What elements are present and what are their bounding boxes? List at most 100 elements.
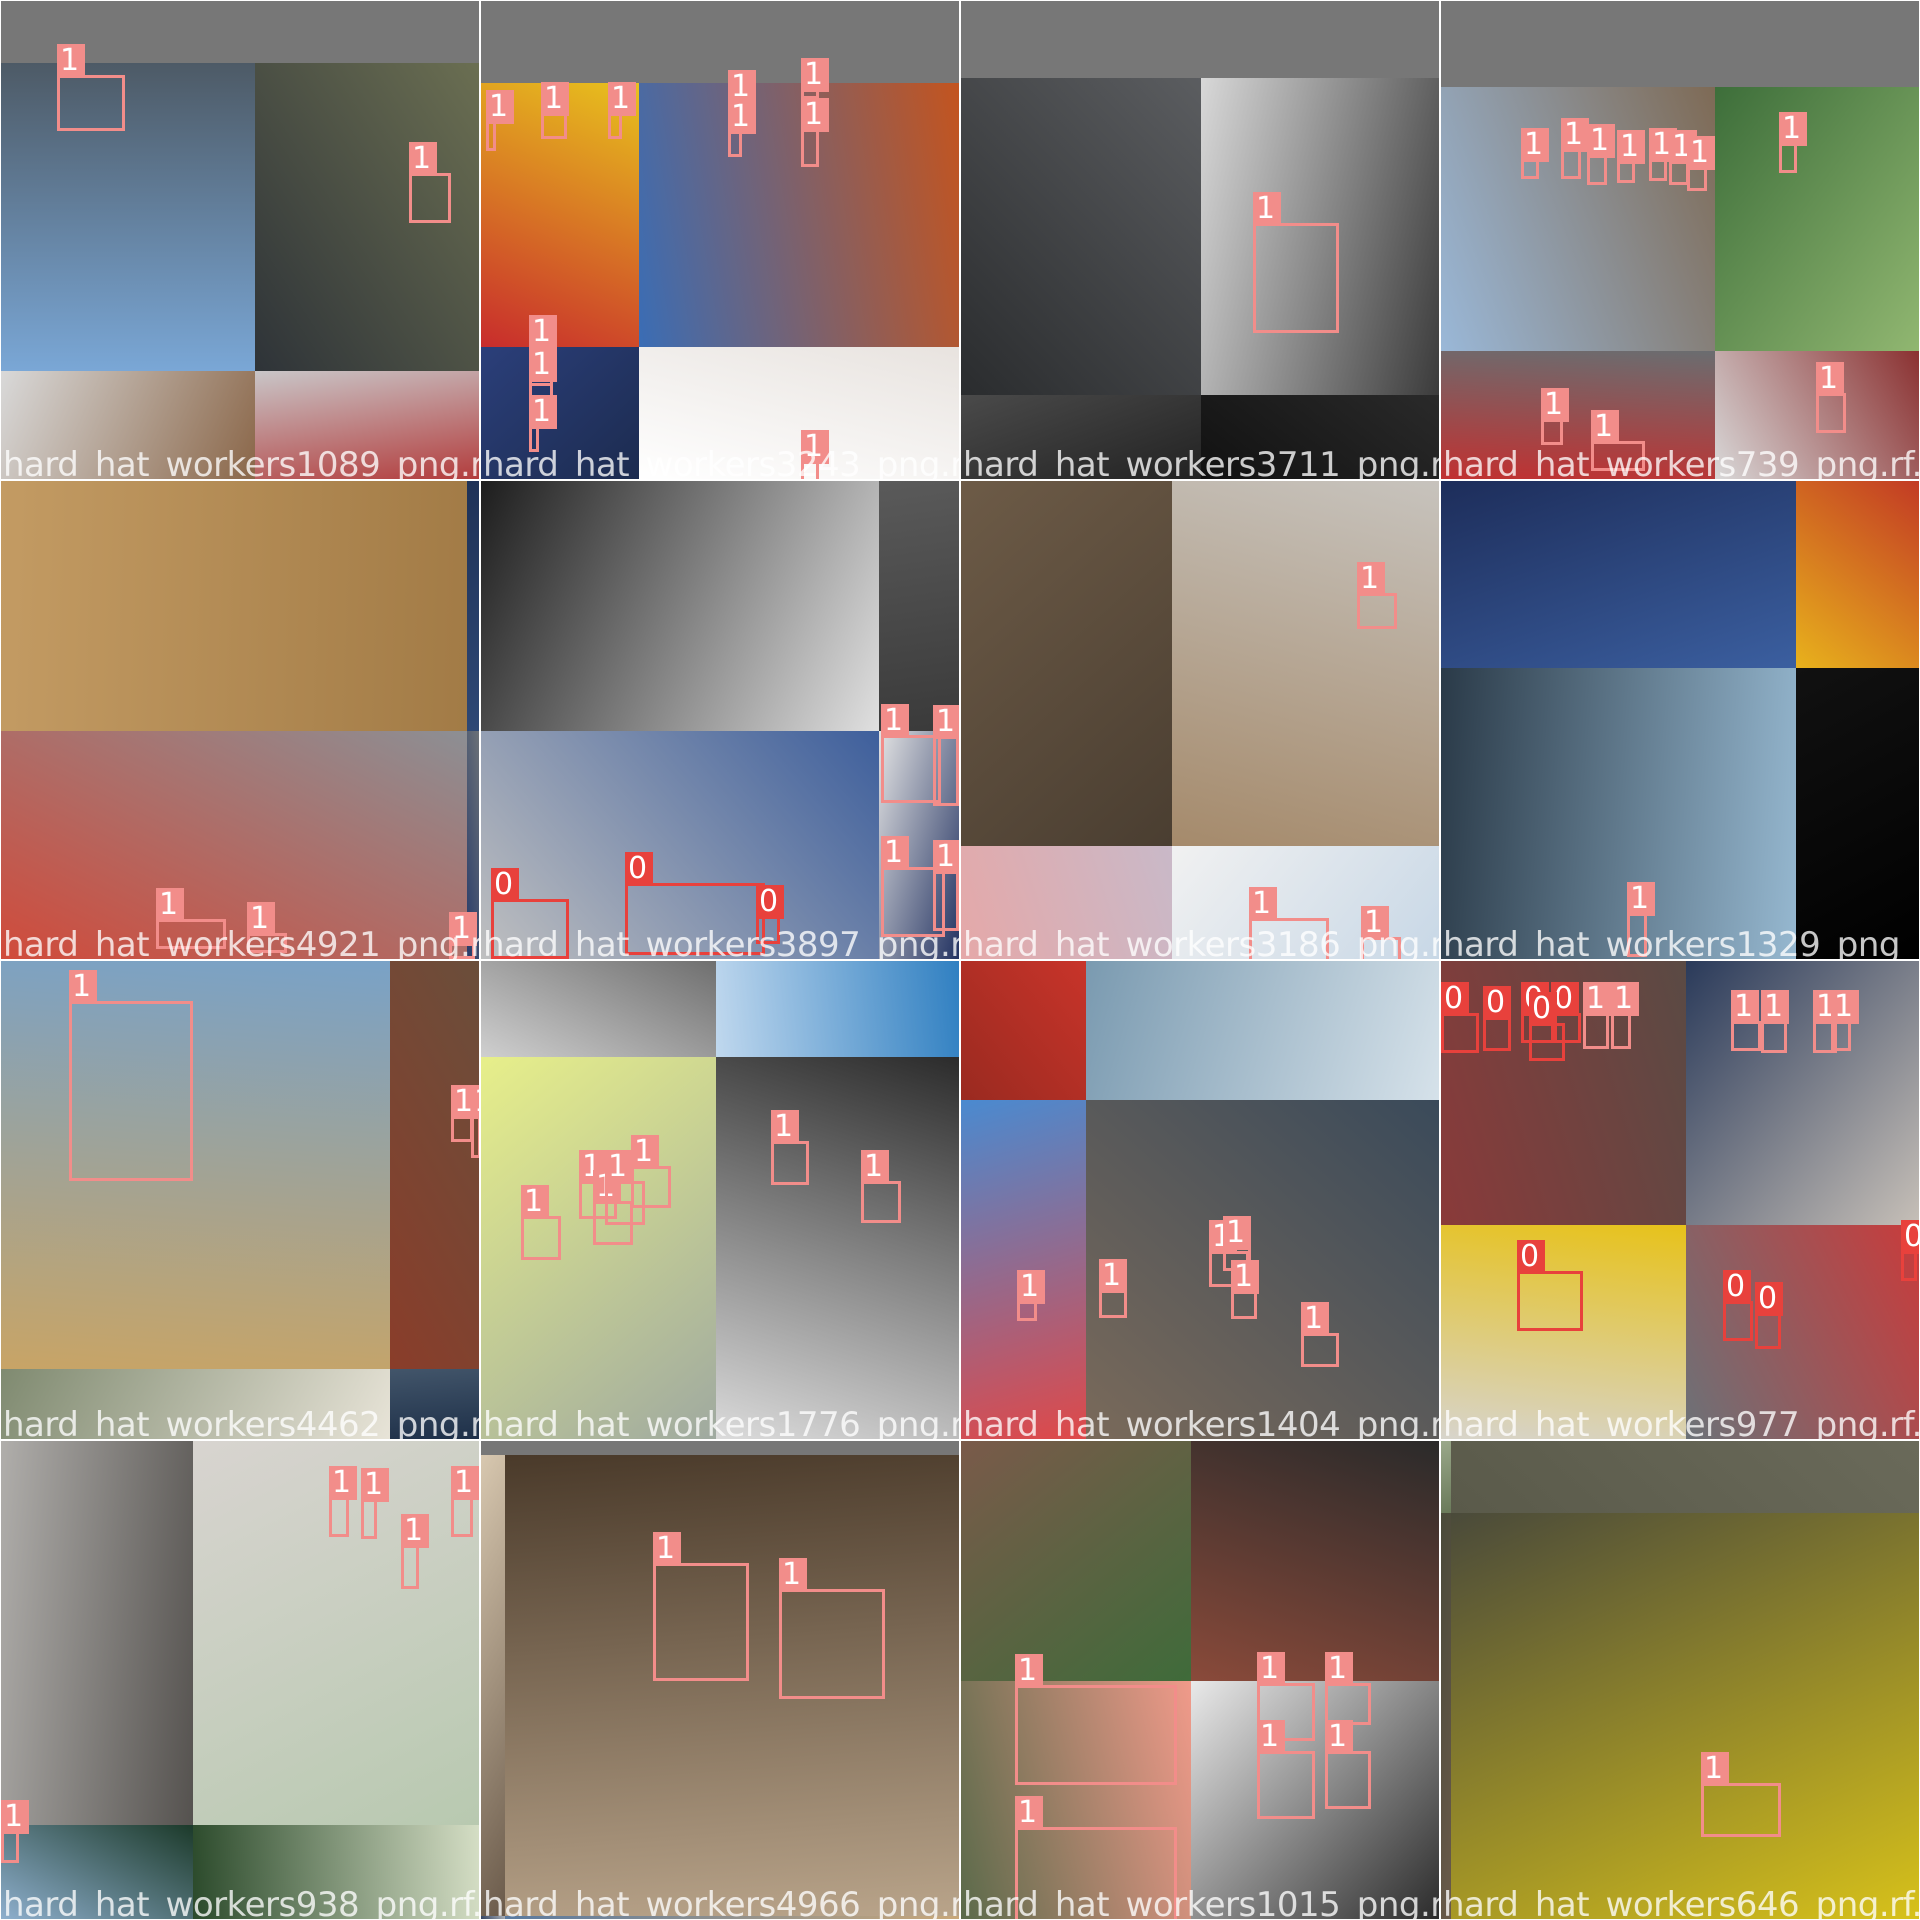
mosaic-photo: [1686, 961, 1919, 1225]
bbox-class-1: 1: [1015, 1796, 1177, 1919]
bbox-label: 1: [933, 705, 959, 739]
bbox-label: 1: [1361, 906, 1389, 940]
bbox-label: 1: [1253, 192, 1281, 226]
mosaic-photo: [481, 1057, 716, 1439]
bbox-class-1: 1: [1541, 388, 1569, 445]
bbox-class-1: 1: [451, 1085, 479, 1142]
bbox-class-1: 1: [631, 1135, 671, 1208]
mosaic-photo: [1441, 1441, 1451, 1513]
bbox-label: 1: [1779, 112, 1807, 146]
bbox-label: 1: [1099, 1259, 1127, 1293]
bbox-label: 1: [881, 704, 909, 738]
bbox-label: 1: [1521, 128, 1549, 162]
bbox-class-1: 1: [933, 840, 959, 931]
bbox-class-1: 1: [361, 1468, 389, 1539]
bbox-class-1: 1: [771, 1110, 809, 1185]
mosaic-photo: [481, 347, 639, 479]
bbox-class-0: 0: [756, 885, 784, 944]
image-filename-caption: hard_hat_workers4462_png.rf.40: [3, 1405, 480, 1440]
mosaic-photo: [1172, 846, 1439, 959]
bbox-label: 1: [401, 1514, 429, 1548]
mosaic-photo: [505, 1916, 959, 1919]
image-filename-caption: hard_hat_workers1404_png.rf.5a: [963, 1405, 1440, 1440]
bbox-label: 1: [861, 1150, 889, 1184]
bbox-label: 1: [361, 1468, 389, 1502]
bbox-label: 1: [1249, 887, 1277, 921]
mosaic-tile: 1 1 1 1 1 hard_hat_workers938_png.rf.4: [0, 1440, 480, 1920]
bbox-class-1: 1: [451, 1466, 479, 1537]
bbox-class-1: 1: [1325, 1720, 1371, 1809]
bbox-class-1: 1: [1561, 118, 1589, 179]
bbox-class-1: 1: [541, 82, 569, 139]
bbox-label: 1: [1541, 388, 1569, 422]
bbox-class-1: 1: [409, 142, 451, 223]
mosaic-tile: 000001111110000hard_hat_workers977_png.r…: [1440, 960, 1920, 1440]
bbox-class-0: 0: [1901, 1220, 1919, 1281]
mosaic-photo: [961, 1681, 1191, 1919]
bbox-label: 1: [329, 1466, 357, 1500]
bbox-label: 0: [1901, 1220, 1919, 1254]
bbox-class-1: 1: [1583, 982, 1611, 1049]
bbox-label: 1: [1561, 118, 1589, 152]
mosaic-photo: [1441, 481, 1796, 668]
mosaic-photo: [1, 731, 467, 959]
bbox-label: 1: [1627, 882, 1655, 916]
bbox-class-1: 1: [728, 100, 756, 157]
bbox-class-1: 1: [881, 836, 945, 937]
mosaic-photo: [505, 1455, 959, 1916]
bbox-label: 1: [156, 888, 184, 922]
mosaic-photo: [716, 1057, 959, 1439]
image-filename-caption: hard_hat_workers1089_png.rf.d78af: [3, 445, 479, 480]
mosaic-photo: [1201, 395, 1439, 479]
bbox-label: 1: [1816, 362, 1844, 396]
bbox-class-1: 1: [861, 1150, 901, 1223]
bbox-class-0: 0: [1517, 1240, 1583, 1331]
mosaic-tile: 1 1 1 1 1 1 hard_hat_workers1015_png.rf.7: [960, 1440, 1440, 1920]
mosaic-photo: [879, 481, 959, 731]
mosaic-photo: [481, 481, 879, 731]
bbox-label: 1: [1731, 990, 1759, 1024]
mosaic-photo: [1796, 668, 1919, 959]
image-filename-caption: hard_hat_workers977_png.rf.9: [1443, 1405, 1920, 1440]
mosaic-photo: [1086, 961, 1439, 1100]
mosaic-photo: [1, 371, 255, 479]
bbox-label: 1: [1587, 124, 1615, 158]
bbox-class-1: 1: [1223, 1216, 1251, 1271]
bbox-label: 1: [529, 395, 557, 429]
mosaic-photo: [961, 846, 1172, 959]
bbox-class-1: 1: [1649, 128, 1677, 181]
mosaic-tile: 1 hard_hat_workers646_png.rf.: [1440, 1440, 1920, 1920]
image-filename-caption: hard_hat_workers1015_png.rf.7: [963, 1885, 1440, 1920]
mosaic-photo: [1451, 1513, 1919, 1919]
bbox-class-0: 0: [625, 852, 765, 955]
mosaic-photo: [639, 347, 959, 479]
mosaic-photo: [961, 78, 1201, 395]
bbox-label: 1: [451, 1085, 479, 1119]
image-filename-caption: hard_hat_workers3243_png.rf.3a1f: [483, 445, 959, 480]
bbox-label: 1: [521, 1185, 549, 1219]
bbox-label: 1: [1325, 1652, 1353, 1686]
bbox-label: 0: [1483, 986, 1511, 1020]
bbox-class-1: 1: [156, 888, 226, 949]
mosaic-photo: [961, 481, 1172, 846]
bbox-class-1: 1: [1831, 990, 1859, 1051]
mosaic-tile: 1 1 hard_hat_workers1089_png.rf.d78af: [0, 0, 480, 480]
bbox-class-1: 1: [881, 704, 941, 803]
mosaic-photo: [390, 961, 479, 1369]
bbox-class-1: 1: [801, 58, 829, 99]
mosaic-photo: [481, 1916, 505, 1919]
bbox-label: 1: [1687, 136, 1715, 170]
bbox-label: 1: [529, 315, 557, 349]
image-filename-caption: hard_hat_workers3711_png.rf.d556: [963, 445, 1439, 480]
bbox-label: 0: [1755, 1282, 1783, 1316]
mosaic-photo: [1201, 78, 1439, 395]
bbox-label: 1: [471, 1085, 479, 1119]
bbox-label: 1: [933, 840, 959, 874]
bbox-label: 1: [881, 836, 909, 870]
bbox-class-0: 0: [1529, 992, 1565, 1061]
bbox-label: 1: [1257, 1720, 1285, 1754]
bbox-class-1: 1: [486, 90, 514, 151]
bbox-label: 0: [756, 885, 784, 919]
bbox-class-1: 1: [247, 902, 287, 953]
